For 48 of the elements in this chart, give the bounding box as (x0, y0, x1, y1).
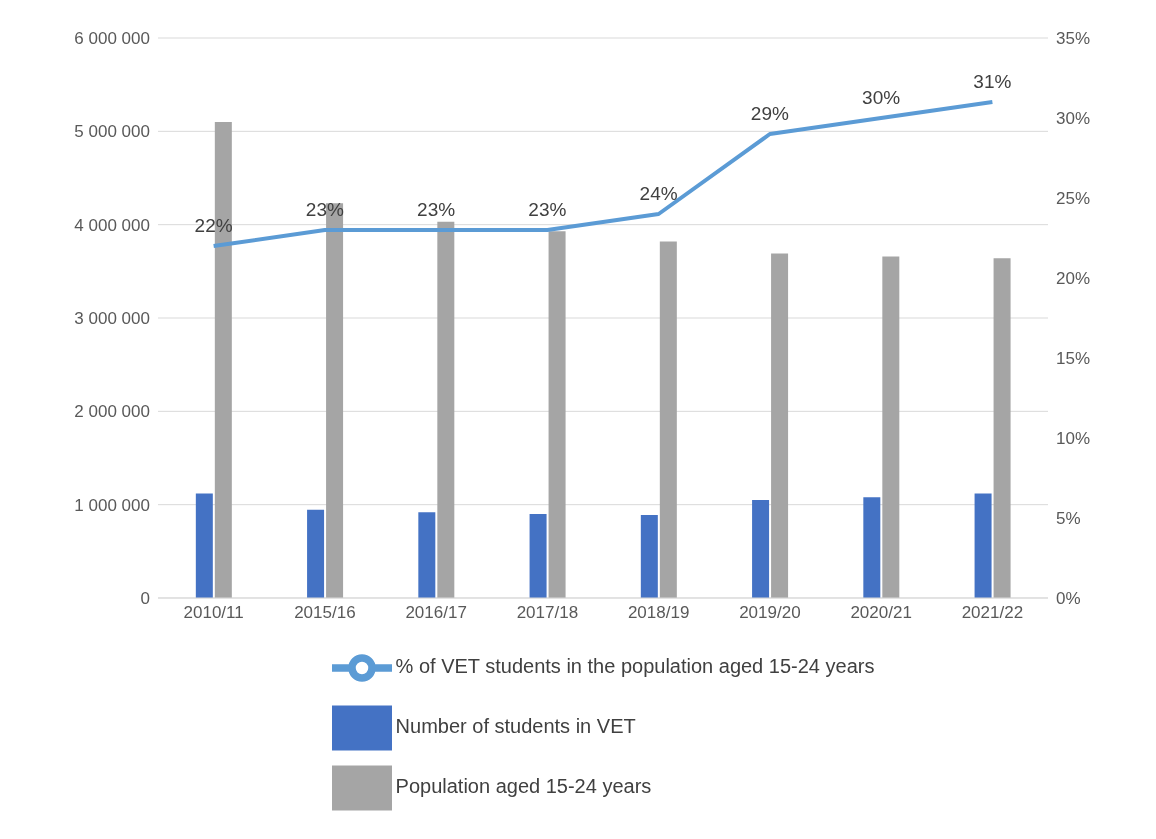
x-tick-label: 2018/19 (627, 603, 690, 623)
bar (418, 512, 436, 598)
bar (195, 493, 213, 598)
bar (307, 509, 325, 598)
y-tick-label: 0 (140, 589, 150, 609)
bar (659, 241, 677, 598)
y-tick-label: 2 000 000 (74, 402, 150, 422)
data-label: 31% (973, 71, 1012, 92)
data-label: 23% (417, 199, 456, 220)
x-tick-label: 2015/16 (294, 603, 356, 623)
bar (882, 256, 900, 598)
data-label: 24% (639, 183, 678, 204)
x-tick-label: 2016/17 (405, 603, 467, 623)
y2-tick-label: 15% (1056, 349, 1091, 369)
bar (640, 514, 658, 598)
bar (863, 497, 881, 598)
data-label: 30% (862, 87, 901, 108)
x-tick-label: 2020/21 (850, 603, 912, 623)
x-tick-label: 2010/11 (183, 603, 244, 623)
x-tick-label: 2017/18 (516, 603, 579, 623)
y2-tick-label: 25% (1056, 189, 1091, 209)
y2-tick-label: 10% (1056, 429, 1091, 449)
y2-tick-label: 0% (1056, 589, 1081, 609)
bar (437, 221, 455, 598)
bar (548, 231, 566, 598)
y2-tick-label: 5% (1056, 509, 1081, 529)
legend-label: % of VET students in the population aged 15-24 years (395, 655, 875, 678)
bar (993, 258, 1011, 598)
y-tick-label: 4 000 000 (74, 215, 150, 235)
bar (771, 253, 789, 598)
x-tick-label: 2019/20 (739, 603, 801, 623)
y-tick-label: 5 000 000 (74, 122, 150, 142)
y2-tick-label: 30% (1056, 109, 1091, 129)
data-label: 22% (194, 215, 233, 236)
data-label: 23% (528, 199, 567, 220)
legend-label: Number of students in VET (395, 715, 636, 738)
bar (974, 493, 992, 598)
y-tick-label: 6 000 000 (74, 29, 150, 49)
y2-tick-label: 35% (1056, 29, 1091, 49)
data-label: 29% (750, 103, 789, 124)
y-tick-label: 1 000 000 (74, 495, 150, 515)
bar (529, 514, 547, 598)
x-tick-label: 2021/22 (961, 603, 1024, 623)
y-tick-label: 3 000 000 (74, 309, 150, 329)
data-label: 23% (305, 199, 344, 220)
y2-tick-label: 20% (1056, 269, 1091, 289)
bar (752, 500, 770, 598)
legend-label: Population aged 15-24 years (395, 775, 652, 798)
